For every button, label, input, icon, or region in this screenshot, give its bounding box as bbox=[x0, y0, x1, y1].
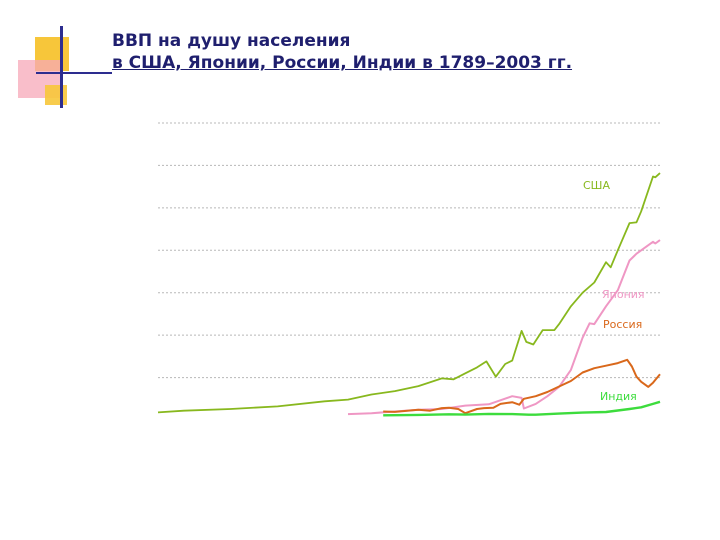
deco-blue-vertical-line bbox=[60, 26, 63, 108]
series-line-0 bbox=[157, 172, 661, 414]
series-layer bbox=[157, 172, 661, 417]
series-label-1: Япония bbox=[602, 288, 645, 301]
title-line-2: в США, Японии, России, Индии в 1789–2003… bbox=[112, 53, 573, 73]
series-label-3: Индия bbox=[600, 390, 637, 403]
series-label-0: США bbox=[583, 179, 610, 192]
series-line-2 bbox=[383, 358, 661, 415]
series-label-layer: США Япония Россия Индия bbox=[583, 179, 645, 403]
grid-layer bbox=[158, 122, 660, 379]
series-line-3 bbox=[383, 400, 661, 417]
series-label-2: Россия bbox=[603, 318, 642, 331]
title-line-1: ВВП на душу населения bbox=[112, 31, 351, 51]
deco-blue-horizontal-line bbox=[36, 72, 112, 74]
page-title: ВВП на душу населения в США, Японии, Рос… bbox=[112, 30, 702, 74]
